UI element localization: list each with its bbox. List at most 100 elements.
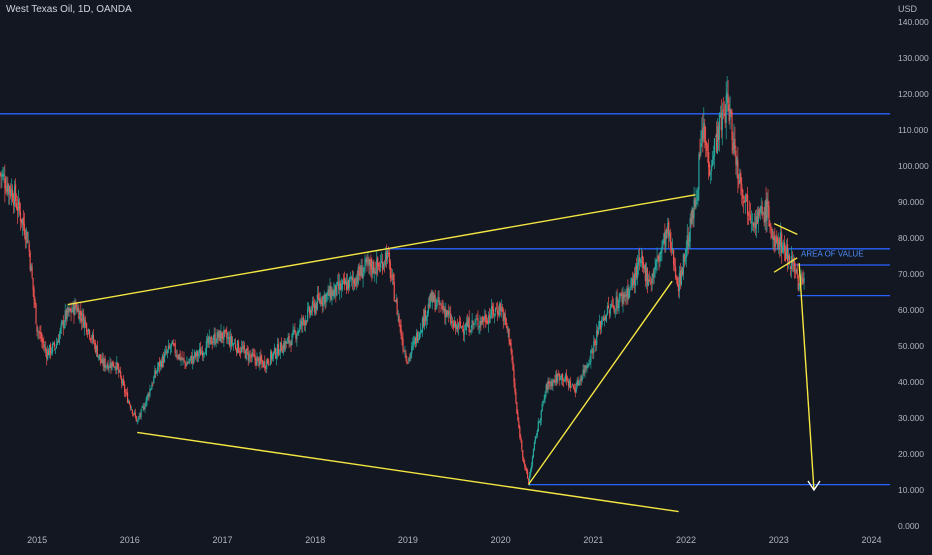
- candle-body: [527, 478, 530, 483]
- candle-body: [352, 280, 354, 282]
- candle-body: [14, 186, 16, 207]
- candle-body: [716, 126, 719, 153]
- candle-body: [410, 352, 412, 358]
- candle-body: [92, 334, 95, 343]
- candle-body: [190, 355, 192, 359]
- candle-body: [568, 380, 571, 387]
- candle-body: [117, 363, 119, 368]
- candle-body: [673, 249, 675, 265]
- candle-body: [488, 315, 490, 325]
- candle-body: [330, 286, 332, 300]
- candle-body: [311, 301, 314, 311]
- candle-body: [471, 320, 473, 329]
- candle-body: [293, 329, 295, 333]
- candle-body: [450, 313, 452, 324]
- candle-body: [48, 350, 50, 356]
- candle-body: [113, 366, 115, 368]
- candle-body: [302, 317, 304, 325]
- candle-body: [39, 332, 41, 334]
- candle-body: [760, 206, 762, 212]
- candle-body: [414, 338, 416, 343]
- horizontal-levels: [0, 113, 890, 486]
- candle-body: [254, 354, 256, 360]
- candle-body: [56, 341, 59, 345]
- candle-body: [239, 350, 242, 353]
- candle-body: [112, 360, 114, 367]
- candle-body: [57, 340, 60, 343]
- candle-body: [270, 351, 272, 365]
- candle-body: [154, 370, 156, 378]
- y-tick-label: 80.000: [898, 233, 924, 243]
- candle-body: [149, 388, 151, 396]
- candle-body: [159, 361, 161, 368]
- candle-body: [344, 280, 347, 285]
- candle-body: [252, 353, 254, 355]
- candle-body: [656, 257, 658, 262]
- candle-body: [606, 306, 609, 315]
- candle-body: [432, 292, 434, 303]
- candle-body: [632, 278, 634, 286]
- candle-body: [106, 365, 108, 368]
- projection-arrow: [798, 263, 821, 492]
- candle-body: [397, 315, 399, 317]
- candle-body: [777, 239, 779, 248]
- candle-body: [143, 406, 145, 410]
- candle-body: [370, 259, 372, 270]
- y-tick-label: 140.000: [898, 17, 929, 27]
- candle-body: [102, 358, 104, 367]
- candle-body: [489, 314, 491, 318]
- candle-body: [146, 395, 148, 402]
- candle-body: [500, 307, 502, 312]
- candle-body: [266, 360, 268, 370]
- candle-body: [475, 319, 477, 321]
- candle-body: [124, 384, 126, 393]
- candle-body: [402, 338, 404, 350]
- candle-body: [725, 95, 727, 123]
- candle-body: [280, 342, 282, 352]
- candle-body: [698, 154, 700, 190]
- candle-body: [245, 348, 247, 360]
- candle-body: [0, 172, 1, 174]
- candle-body: [735, 150, 737, 165]
- candle-body: [565, 374, 568, 381]
- candle-body: [731, 111, 733, 141]
- candle-body: [371, 267, 373, 274]
- candle-body: [295, 333, 297, 339]
- candle-body: [224, 330, 226, 331]
- candle-body: [61, 320, 63, 324]
- candle-body: [356, 279, 358, 282]
- candle-body: [51, 344, 54, 353]
- candle-body: [584, 365, 586, 374]
- candle-body: [89, 338, 92, 340]
- candle-body: [417, 338, 420, 341]
- candle-body: [166, 349, 169, 353]
- candle-body: [368, 257, 370, 265]
- candle-body: [359, 273, 361, 276]
- x-tick-label: 2022: [676, 535, 696, 545]
- candle-body: [730, 109, 732, 114]
- candle-body: [748, 213, 751, 215]
- candle-body: [353, 279, 355, 284]
- candle-body: [44, 346, 46, 348]
- annotation-label: AREA OF VALUE: [801, 250, 864, 259]
- candle-body: [688, 239, 690, 247]
- candle-body: [477, 318, 479, 326]
- candle-body: [703, 122, 705, 138]
- candle-body: [70, 308, 72, 314]
- candle-body: [768, 206, 770, 227]
- candle-body: [147, 393, 149, 397]
- candle-body: [453, 323, 455, 328]
- y-tick-label: 120.000: [898, 89, 929, 99]
- candle-body: [6, 185, 8, 192]
- candle-body: [548, 380, 550, 384]
- candle-body: [52, 342, 55, 344]
- candle-body: [690, 217, 692, 224]
- candle-body: [401, 336, 403, 341]
- candle-body: [559, 373, 561, 381]
- candle-body: [319, 298, 321, 304]
- candle-body: [120, 371, 122, 378]
- candle-body: [645, 267, 647, 281]
- candle-body: [529, 469, 532, 476]
